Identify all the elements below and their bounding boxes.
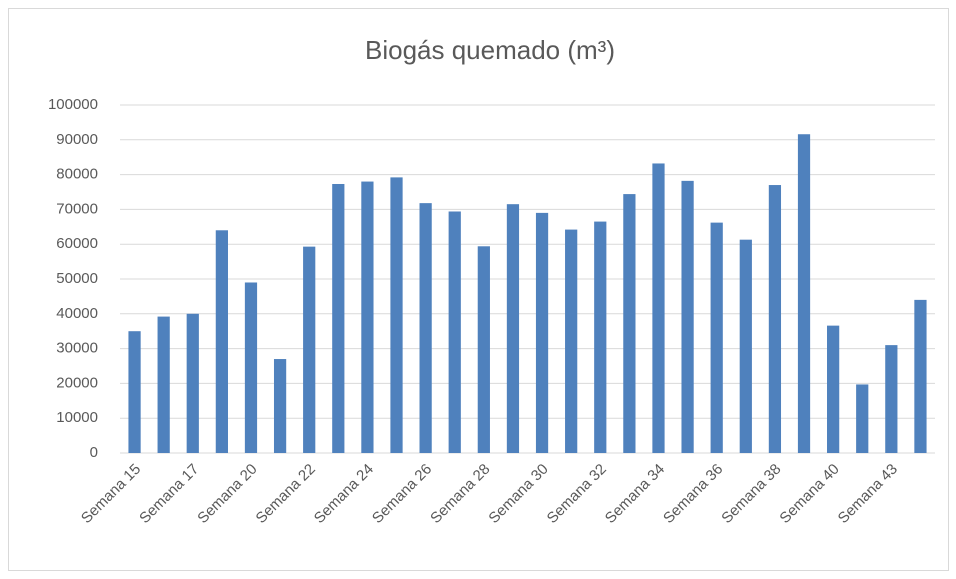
bar	[128, 331, 141, 453]
bar	[157, 316, 170, 453]
bar	[244, 282, 258, 453]
y-tick-label: 90000	[56, 131, 98, 148]
bar	[361, 181, 374, 453]
bar	[332, 183, 345, 453]
bar	[506, 204, 520, 453]
y-tick-label: 70000	[56, 200, 98, 217]
y-tick-label: 100000	[48, 96, 98, 113]
bar	[681, 180, 694, 453]
bar	[710, 222, 723, 453]
y-tick-label: 40000	[56, 305, 98, 322]
y-tick-label: 20000	[56, 374, 98, 391]
bar	[303, 246, 316, 453]
y-tick-label: 50000	[56, 270, 98, 287]
bar	[827, 325, 840, 453]
bar	[914, 299, 927, 453]
bar	[419, 203, 432, 453]
bar	[768, 185, 782, 454]
bar	[594, 221, 607, 453]
y-tick-label: 0	[90, 444, 98, 461]
bar	[390, 177, 403, 453]
bar	[448, 211, 461, 453]
y-tick-label: 60000	[56, 235, 98, 252]
bar	[565, 229, 578, 453]
bar	[215, 230, 228, 453]
bar	[652, 163, 665, 454]
bar	[856, 384, 869, 453]
bar	[535, 212, 549, 453]
y-tick-label: 30000	[56, 340, 98, 357]
chart-title: Biogás quemado (m³)	[365, 35, 615, 65]
y-tick-label: 80000	[56, 166, 98, 183]
bar	[623, 194, 636, 453]
bar	[477, 246, 490, 453]
bar	[739, 239, 752, 453]
bar	[186, 313, 199, 453]
y-tick-label: 10000	[56, 409, 98, 426]
bar	[273, 359, 287, 453]
bar	[797, 134, 811, 453]
bar	[885, 345, 898, 453]
